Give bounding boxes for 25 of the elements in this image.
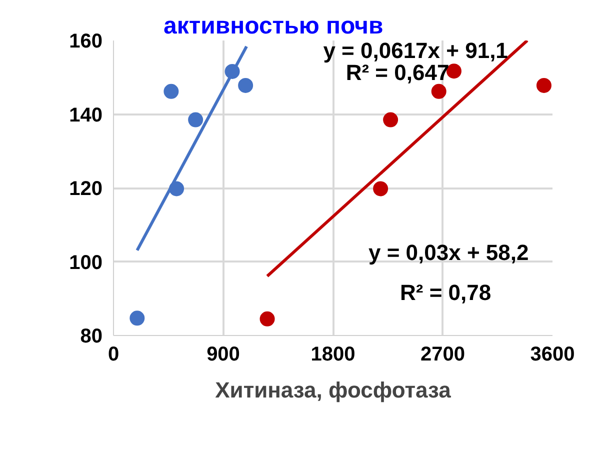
annotation: R² = 0,78 <box>400 280 492 305</box>
x-tick-label: 900 <box>206 344 240 366</box>
point <box>164 84 179 99</box>
point <box>188 112 204 128</box>
x-tick-label: 1800 <box>310 344 356 366</box>
y-tick-label: 140 <box>69 104 103 126</box>
annotation: R² = 0,647 <box>346 60 450 86</box>
annotation: y = 0,03x + 58,2 <box>368 240 529 266</box>
point <box>383 112 398 128</box>
x-tick-label: 3600 <box>530 344 575 366</box>
point <box>431 84 446 99</box>
point <box>260 311 275 326</box>
point <box>536 78 552 93</box>
y-tick-label: 80 <box>80 326 103 348</box>
y-tick-label: 120 <box>69 178 103 200</box>
point <box>373 181 388 196</box>
y-tick-label: 160 <box>69 30 103 52</box>
annotation: y = 0,0617x + 91,1 <box>323 38 508 63</box>
x-tick-label: 0 <box>108 344 120 366</box>
y-tick-label: 100 <box>69 252 103 274</box>
x-axis-title: Хитиназа, фосфотаза <box>215 378 452 402</box>
point <box>130 310 145 326</box>
chart-title: активностью почв <box>164 12 384 40</box>
point <box>238 78 254 93</box>
x-tick-label: 2700 <box>420 344 466 366</box>
